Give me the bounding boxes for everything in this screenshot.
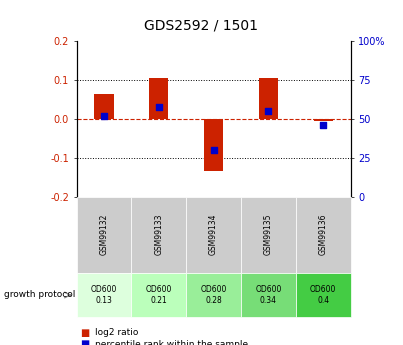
Text: growth protocol: growth protocol: [4, 290, 75, 299]
Text: ■: ■: [81, 339, 90, 345]
Point: [210, 147, 217, 153]
Text: percentile rank within the sample: percentile rank within the sample: [95, 340, 248, 345]
Text: OD600
0.13: OD600 0.13: [91, 285, 117, 305]
Text: OD600
0.34: OD600 0.34: [255, 285, 282, 305]
Text: ■: ■: [81, 328, 90, 338]
Text: GSM99134: GSM99134: [209, 214, 218, 255]
Point: [101, 113, 107, 119]
Text: OD600
0.21: OD600 0.21: [145, 285, 172, 305]
Bar: [149, 78, 168, 119]
Point: [156, 104, 162, 109]
Bar: [314, 119, 333, 121]
Text: log2 ratio: log2 ratio: [95, 328, 138, 337]
Point: [265, 108, 272, 114]
Text: GSM99136: GSM99136: [319, 214, 328, 255]
Text: GDS2592 / 1501: GDS2592 / 1501: [145, 19, 258, 33]
Text: GSM99135: GSM99135: [264, 214, 273, 255]
Bar: [204, 119, 223, 171]
Bar: [259, 78, 278, 119]
Text: OD600
0.4: OD600 0.4: [310, 285, 337, 305]
Text: GSM99133: GSM99133: [154, 214, 163, 255]
Text: OD600
0.28: OD600 0.28: [200, 285, 227, 305]
Bar: [94, 94, 114, 119]
Point: [320, 122, 326, 128]
Text: GSM99132: GSM99132: [100, 214, 108, 255]
